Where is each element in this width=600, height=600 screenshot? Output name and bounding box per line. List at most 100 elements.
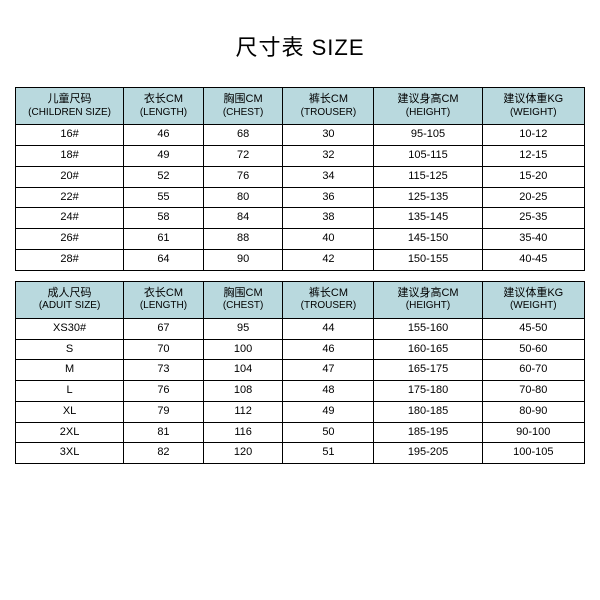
table-cell: 52 <box>124 166 204 187</box>
table-cell: L <box>16 381 124 402</box>
table-cell: 20# <box>16 166 124 187</box>
table-cell: 49 <box>283 401 374 422</box>
table-cell: 155-160 <box>374 318 482 339</box>
table-cell: 49 <box>124 146 204 167</box>
table-cell: 67 <box>124 318 204 339</box>
table-cell: 58 <box>124 208 204 229</box>
table-cell: 61 <box>124 229 204 250</box>
column-header-en: (LENGTH) <box>126 107 201 120</box>
table-cell: 12-15 <box>482 146 584 167</box>
table-cell: 145-150 <box>374 229 482 250</box>
table-cell: 40-45 <box>482 249 584 270</box>
table-cell: 185-195 <box>374 422 482 443</box>
table-cell: 46 <box>283 339 374 360</box>
table-row: 22#558036125-13520-25 <box>16 187 585 208</box>
column-header: 建议身高CM(HEIGHT) <box>374 281 482 318</box>
column-header-en: (HEIGHT) <box>376 300 479 313</box>
table-cell: 90 <box>203 249 283 270</box>
column-header-zh: 胸围CM <box>224 93 263 105</box>
table-cell: 73 <box>124 360 204 381</box>
table-cell: M <box>16 360 124 381</box>
table-cell: 175-180 <box>374 381 482 402</box>
column-header: 裤长CM(TROUSER) <box>283 88 374 125</box>
column-header-zh: 裤长CM <box>309 287 348 299</box>
table-cell: 2XL <box>16 422 124 443</box>
column-header: 裤长CM(TROUSER) <box>283 281 374 318</box>
column-header-zh: 成人尺码 <box>48 287 92 299</box>
column-header: 胸围CM (CHEST) <box>203 88 283 125</box>
column-header: 建议体重KG(WEIGHT) <box>482 88 584 125</box>
table-cell: 105-115 <box>374 146 482 167</box>
table-cell: 88 <box>203 229 283 250</box>
table-cell: 30 <box>283 125 374 146</box>
column-header-en: (HEIGHT) <box>376 107 479 120</box>
table-cell: 46 <box>124 125 204 146</box>
table-row: 18#497232105-11512-15 <box>16 146 585 167</box>
size-chart-page: 尺寸表 SIZE 儿童尺码(CHILDREN SIZE)衣长CM(LENGTH)… <box>0 0 600 600</box>
table-cell: 84 <box>203 208 283 229</box>
column-header: 胸围CM(CHEST) <box>203 281 283 318</box>
table-cell: 95-105 <box>374 125 482 146</box>
table-cell: S <box>16 339 124 360</box>
table-cell: XS30# <box>16 318 124 339</box>
table-cell: XL <box>16 401 124 422</box>
table-cell: 95 <box>203 318 283 339</box>
table-cell: 50-60 <box>482 339 584 360</box>
column-header-en: (ADUIT SIZE) <box>18 300 121 313</box>
column-header-zh: 建议体重KG <box>503 287 563 299</box>
table-cell: 35-40 <box>482 229 584 250</box>
table-cell: 76 <box>203 166 283 187</box>
table-row: 3XL8212051195-205100-105 <box>16 443 585 464</box>
table-row: L7610848175-18070-80 <box>16 381 585 402</box>
column-header-en: (WEIGHT) <box>485 300 582 313</box>
table-cell: 100 <box>203 339 283 360</box>
table-row: 20#527634115-12515-20 <box>16 166 585 187</box>
table-cell: 32 <box>283 146 374 167</box>
table-cell: 180-185 <box>374 401 482 422</box>
table-header-row: 成人尺码(ADUIT SIZE)衣长CM(LENGTH)胸围CM(CHEST)裤… <box>16 281 585 318</box>
table-cell: 38 <box>283 208 374 229</box>
column-header-en: (CHEST) <box>206 107 281 120</box>
table-row: XS30#679544155-16045-50 <box>16 318 585 339</box>
table-cell: 10-12 <box>482 125 584 146</box>
table-cell: 42 <box>283 249 374 270</box>
table-cell: 100-105 <box>482 443 584 464</box>
table-row: 28#649042150-15540-45 <box>16 249 585 270</box>
table-cell: 70-80 <box>482 381 584 402</box>
table-row: 16#46683095-10510-12 <box>16 125 585 146</box>
table-cell: 81 <box>124 422 204 443</box>
table-cell: 26# <box>16 229 124 250</box>
table-cell: 195-205 <box>374 443 482 464</box>
table-cell: 76 <box>124 381 204 402</box>
table-cell: 22# <box>16 187 124 208</box>
table-cell: 135-145 <box>374 208 482 229</box>
column-header-en: (WEIGHT) <box>485 107 582 120</box>
table-cell: 25-35 <box>482 208 584 229</box>
table-cell: 64 <box>124 249 204 270</box>
table-cell: 60-70 <box>482 360 584 381</box>
column-header: 建议体重KG(WEIGHT) <box>482 281 584 318</box>
table-cell: 20-25 <box>482 187 584 208</box>
table-cell: 3XL <box>16 443 124 464</box>
table-cell: 116 <box>203 422 283 443</box>
table-cell: 68 <box>203 125 283 146</box>
table-cell: 80-90 <box>482 401 584 422</box>
table-cell: 120 <box>203 443 283 464</box>
table-cell: 112 <box>203 401 283 422</box>
column-header-zh: 建议身高CM <box>397 287 458 299</box>
table-cell: 79 <box>124 401 204 422</box>
column-header: 建议身高CM(HEIGHT) <box>374 88 482 125</box>
gap-row <box>16 270 585 281</box>
table-cell: 16# <box>16 125 124 146</box>
page-title: 尺寸表 SIZE <box>15 30 585 62</box>
size-table: 儿童尺码(CHILDREN SIZE)衣长CM(LENGTH)胸围CM(CHES… <box>15 87 585 464</box>
table-cell: 104 <box>203 360 283 381</box>
table-cell: 108 <box>203 381 283 402</box>
table-cell: 48 <box>283 381 374 402</box>
table-cell: 165-175 <box>374 360 482 381</box>
column-header: 衣长CM(LENGTH) <box>124 281 204 318</box>
table-row: 2XL8111650185-19590-100 <box>16 422 585 443</box>
table-cell: 72 <box>203 146 283 167</box>
table-cell: 44 <box>283 318 374 339</box>
column-header-en: (CHEST) <box>206 300 281 313</box>
